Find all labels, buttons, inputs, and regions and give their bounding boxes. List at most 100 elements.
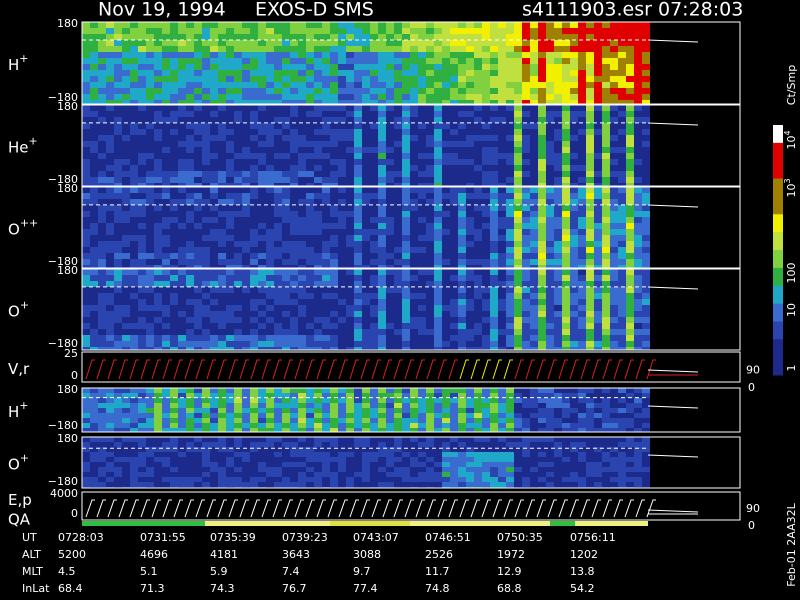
spectrogram-cell bbox=[418, 135, 426, 141]
spectrogram-cell bbox=[418, 100, 426, 104]
spectrogram-cell bbox=[602, 447, 610, 452]
spectrogram-cell bbox=[378, 311, 386, 317]
spectrogram-cell bbox=[330, 235, 338, 241]
spectrogram-cell bbox=[586, 193, 594, 199]
spectrogram-cell bbox=[434, 305, 442, 311]
spectrogram-cell bbox=[434, 217, 442, 223]
spectrogram-cell bbox=[634, 123, 642, 129]
spectrogram-cell bbox=[218, 105, 226, 111]
spectrogram-cell bbox=[138, 275, 146, 281]
spectrogram-cell bbox=[138, 408, 146, 413]
spectrogram-cell bbox=[306, 129, 314, 135]
spectrogram-cell bbox=[402, 117, 410, 123]
spectrogram-cell bbox=[522, 28, 530, 34]
spectrogram-cell bbox=[234, 265, 242, 268]
spectrogram-cell bbox=[106, 275, 114, 281]
spectrogram-cell bbox=[362, 211, 370, 217]
spectrogram-cell bbox=[554, 94, 562, 100]
spectrogram-cell bbox=[146, 229, 154, 235]
spectrogram-cell bbox=[538, 447, 546, 452]
spectrogram-cell bbox=[98, 335, 106, 341]
spectrogram-cell bbox=[610, 105, 618, 111]
spectrogram-cell bbox=[578, 418, 586, 423]
spectrogram-cell bbox=[154, 269, 162, 275]
spectrogram-cell bbox=[378, 64, 386, 70]
spectrogram-cell bbox=[578, 40, 586, 46]
spectrogram-cell bbox=[642, 211, 650, 217]
spectrogram-cell bbox=[338, 111, 346, 117]
spectrogram-cell bbox=[90, 229, 98, 235]
spectrogram-cell bbox=[338, 241, 346, 247]
spectrogram-cell bbox=[242, 64, 250, 70]
spectrogram-cell bbox=[250, 28, 258, 34]
spectrogram-cell bbox=[458, 247, 466, 253]
spectrogram-cell bbox=[322, 442, 330, 447]
spectrogram-cell bbox=[146, 403, 154, 408]
spectrogram-cell bbox=[362, 88, 370, 94]
spectrogram-cell bbox=[258, 211, 266, 217]
spectrogram-cell bbox=[354, 311, 362, 317]
spectrogram-cell bbox=[402, 393, 410, 398]
spectrogram-cell bbox=[298, 129, 306, 135]
spectrogram-cell bbox=[466, 105, 474, 111]
spectrogram-cell bbox=[138, 88, 146, 94]
spectrogram-cell bbox=[202, 211, 210, 217]
spectrogram-cell bbox=[146, 223, 154, 229]
spectrogram-cell bbox=[530, 88, 538, 94]
spectrogram-cell bbox=[634, 408, 642, 413]
spectrogram-cell bbox=[594, 199, 602, 205]
spectrogram-cell bbox=[562, 347, 570, 350]
spectrogram-cell bbox=[290, 235, 298, 241]
spectrogram-cell bbox=[642, 165, 650, 171]
spectrogram-cell bbox=[170, 442, 178, 447]
spectrogram-cell bbox=[250, 46, 258, 52]
spectrogram-cell bbox=[330, 141, 338, 147]
spectrogram-cell bbox=[578, 275, 586, 281]
spectrogram-cell bbox=[138, 393, 146, 398]
spectrogram-cell bbox=[162, 34, 170, 40]
spectrogram-cell bbox=[538, 413, 546, 418]
spectrogram-cell bbox=[322, 347, 330, 350]
spectrogram-cell bbox=[282, 275, 290, 281]
spectrogram-cell bbox=[122, 269, 130, 275]
spectrogram-cell bbox=[546, 82, 554, 88]
spectrogram-cell bbox=[386, 117, 394, 123]
spectrogram-cell bbox=[290, 135, 298, 141]
spectrogram-cell bbox=[82, 293, 90, 299]
spectrogram-cell bbox=[274, 88, 282, 94]
spectrogram-cell bbox=[194, 447, 202, 452]
spectrogram-cell bbox=[450, 293, 458, 299]
spectrogram-cell bbox=[354, 40, 362, 46]
spectrogram-cell bbox=[490, 305, 498, 311]
spectrogram-cell bbox=[266, 335, 274, 341]
spectrogram-cell bbox=[418, 70, 426, 76]
spectrogram-cell bbox=[242, 187, 250, 193]
spectrogram-cell bbox=[314, 335, 322, 341]
spectrogram-cell bbox=[482, 58, 490, 64]
spectrogram-cell bbox=[554, 70, 562, 76]
spectrogram-cell bbox=[594, 247, 602, 253]
spectrogram-cell bbox=[202, 269, 210, 275]
spectrogram-cell bbox=[482, 111, 490, 117]
spectrogram-cell bbox=[338, 418, 346, 423]
spectrogram-cell bbox=[162, 393, 170, 398]
spectrogram-cell bbox=[194, 347, 202, 350]
spectrogram-cell bbox=[546, 147, 554, 153]
spectrogram-cell bbox=[218, 111, 226, 117]
spectrogram-cell bbox=[354, 347, 362, 350]
spectrogram-cell bbox=[170, 275, 178, 281]
spectrogram-cell bbox=[426, 413, 434, 418]
spectrogram-cell bbox=[482, 76, 490, 82]
spectrogram-cell bbox=[514, 293, 522, 299]
spectrogram-cell bbox=[370, 259, 378, 265]
spectrogram-cell bbox=[546, 423, 554, 428]
spectrogram-cell bbox=[570, 193, 578, 199]
spectrogram-cell bbox=[522, 408, 530, 413]
spectrogram-cell bbox=[458, 105, 466, 111]
spectrogram-cell bbox=[154, 64, 162, 70]
spectrogram-cell bbox=[114, 205, 122, 211]
spectrogram-cell bbox=[642, 94, 650, 100]
spectrogram-cell bbox=[210, 235, 218, 241]
spectrogram-cell bbox=[506, 177, 514, 183]
spectrogram-cell bbox=[162, 52, 170, 58]
